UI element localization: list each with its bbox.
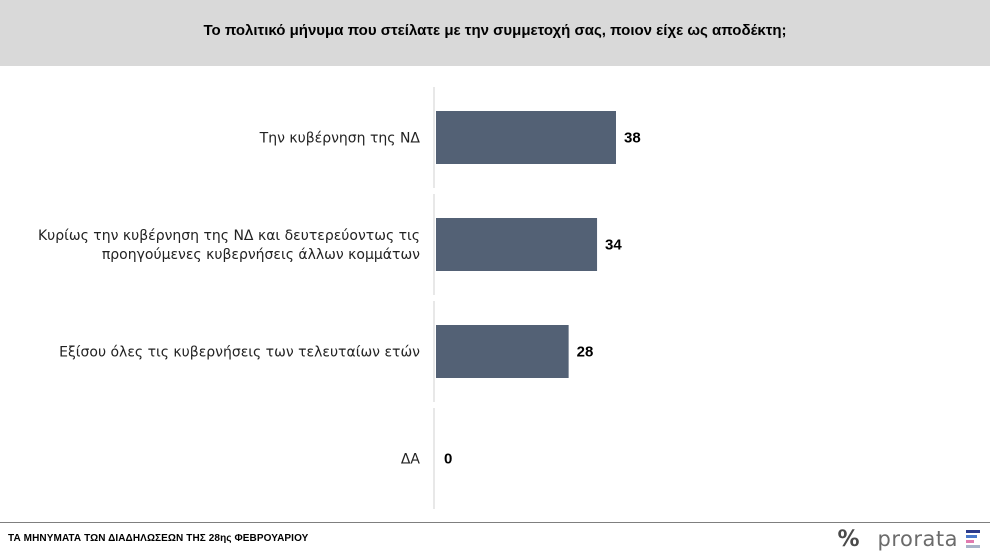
chart-header: Το πολιτικό μήνυμα που στείλατε με την σ… bbox=[0, 0, 990, 66]
data-label: 34 bbox=[605, 237, 622, 254]
category-label: Εξίσου όλες τις κυβερνήσεις των τελευταί… bbox=[59, 345, 420, 361]
category-label: Την κυβέρνηση της ΝΔ bbox=[259, 131, 421, 147]
data-label: 28 bbox=[577, 344, 594, 361]
chart-title: Το πολιτικό μήνυμα που στείλατε με την σ… bbox=[203, 21, 787, 39]
logo-bar bbox=[966, 535, 977, 538]
bar-chart: 38 Την κυβέρνηση της ΝΔ 34 Κυρίως την κυβέρ… bbox=[38, 87, 641, 509]
logo-bars-icon bbox=[966, 530, 980, 548]
footer-caption: ΤΑ ΜΗΝΥΜΑΤΑ ΤΩΝ ΔΙΑΔΗΛΩΣΕΩΝ ΤΗΣ 28ης ΦΕΒ… bbox=[8, 533, 309, 544]
logo-bar bbox=[966, 540, 974, 543]
prorata-logo: % prorata bbox=[837, 525, 980, 553]
logo-bar bbox=[966, 545, 980, 548]
bar bbox=[436, 325, 569, 378]
data-label: 0 bbox=[444, 451, 452, 468]
bar bbox=[436, 111, 616, 164]
category-label: Κυρίως την κυβέρνηση της ΝΔ και δευτερεύ… bbox=[38, 228, 420, 244]
category-label: προηγούμενες κυβερνήσεις άλλων κομμάτων bbox=[102, 247, 420, 263]
category-label: ΔΑ bbox=[401, 452, 421, 468]
percent-logo-icon: % bbox=[837, 526, 860, 552]
data-label: 38 bbox=[624, 130, 641, 147]
footer-divider bbox=[0, 522, 990, 523]
bar bbox=[436, 218, 598, 271]
logo-wordmark: prorata bbox=[877, 527, 958, 551]
logo-bar bbox=[966, 530, 980, 533]
